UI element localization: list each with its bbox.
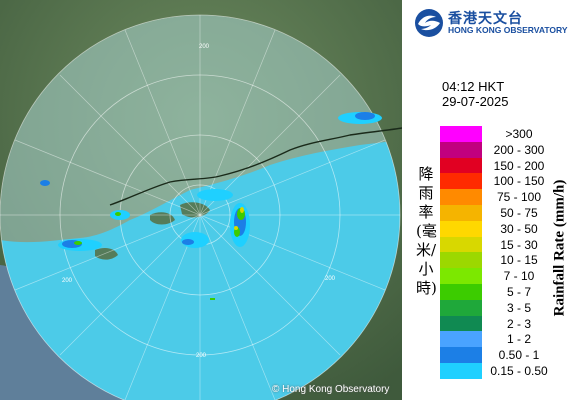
rain-echoes [40, 112, 382, 300]
legend-swatch [440, 236, 482, 253]
inner-sea [0, 140, 400, 400]
range-label-east: 200 [325, 276, 336, 282]
legend-label: 0.15 - 0.50 [490, 363, 548, 378]
legend-row: 15 - 30 [440, 236, 575, 253]
radar-map-canvas: 200 200 200 200 [0, 0, 403, 405]
legend-swatch [440, 362, 482, 379]
legend-swatch [440, 157, 482, 174]
legend-row: 30 - 50 [440, 220, 575, 237]
legend-swatch [440, 347, 482, 363]
legend-label: 150 - 200 [493, 158, 545, 173]
hko-logo[interactable]: 香港天文台 HONG KONG OBSERVATORY [414, 8, 574, 38]
legend-swatch [440, 268, 482, 284]
legend-label: 5 - 7 [506, 284, 531, 299]
legend-label: 200 - 300 [493, 142, 545, 157]
range-labels: 200 200 200 200 [62, 44, 336, 359]
legend-swatch [440, 141, 482, 158]
legend-row: 2 - 3 [440, 315, 575, 332]
legend-label: 75 - 100 [496, 190, 542, 205]
hko-logo-icon [414, 8, 444, 38]
info-panel: 香港天文台 HONG KONG OBSERVATORY 04:12 HKT 29… [402, 0, 577, 400]
legend-swatch [440, 173, 482, 190]
radar-coverage [0, 15, 400, 405]
legend-row: 7 - 10 [440, 268, 575, 284]
legend-row: 0.50 - 1 [440, 347, 575, 363]
radar-map[interactable]: 200 200 200 200 [0, 0, 403, 405]
date-text: 29-07-2025 [442, 94, 509, 109]
legend-row: 3 - 5 [440, 299, 575, 316]
legend-swatch [440, 283, 482, 300]
legend-label: 10 - 15 [500, 253, 538, 268]
legend-title-english: Rainfall Rate (mm/h) [551, 179, 568, 317]
legend-swatch [440, 299, 482, 316]
range-label-north: 200 [199, 44, 210, 50]
range-label-south: 200 [196, 353, 207, 359]
legend-label: 100 - 150 [493, 174, 545, 189]
legend-label: >300 [505, 127, 533, 141]
legend-swatch [440, 126, 482, 142]
legend-swatch [440, 189, 482, 205]
range-label-west: 200 [62, 278, 73, 284]
legend-swatch [440, 220, 482, 237]
legend-swatch [440, 315, 482, 332]
legend-row: 50 - 75 [440, 204, 575, 221]
legend-row: 1 - 2 [440, 331, 575, 348]
legend-row: 0.15 - 0.50 [440, 362, 575, 379]
logo-name-chinese: 香港天文台 [448, 10, 523, 26]
rainfall-legend: >300 200 - 300 150 - 200 100 - 150 75 - 100 5… [440, 126, 575, 379]
legend-swatch [440, 204, 482, 221]
legend-swatch [440, 252, 482, 269]
legend-row: 200 - 300 [440, 141, 575, 158]
legend-label: 3 - 5 [506, 300, 531, 315]
legend-row: 5 - 7 [440, 283, 575, 300]
logo-name-english: HONG KONG OBSERVATORY [448, 25, 568, 35]
legend-row: 75 - 100 [440, 189, 575, 205]
copyright-text: © Hong Kong Observatory [272, 384, 390, 395]
legend-label: 2 - 3 [506, 316, 531, 331]
legend-row: 100 - 150 [440, 173, 575, 190]
legend-row: 150 - 200 [440, 157, 575, 174]
timestamp: 04:12 HKT 29-07-2025 [442, 79, 509, 109]
legend-label: 0.50 - 1 [498, 348, 540, 363]
legend-label: 7 - 10 [503, 269, 535, 284]
legend-label: 50 - 75 [500, 205, 538, 220]
coastline [109, 127, 403, 206]
time-text: 04:12 HKT [442, 79, 505, 94]
legend-label: 15 - 30 [500, 237, 538, 252]
legend-swatch [440, 331, 482, 348]
legend-row: >300 [440, 126, 575, 142]
legend-title-chinese: 降雨率(毫米/小時) [416, 165, 437, 297]
legend-row: 10 - 15 [440, 252, 575, 269]
legend-label: 1 - 2 [506, 332, 531, 347]
legend-label: 30 - 50 [500, 221, 538, 236]
